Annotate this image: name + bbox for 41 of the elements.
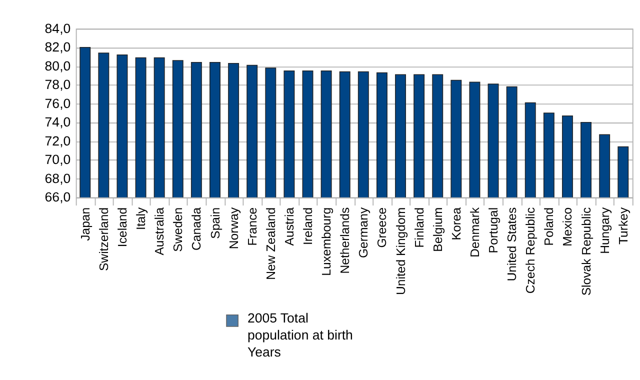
legend-label: 2005 Total population at birth Years xyxy=(247,310,353,360)
x-tick-label: New Zealand xyxy=(264,207,278,280)
x-tick-label: Finland xyxy=(412,207,426,248)
x-tick-label: Belgium xyxy=(430,207,445,252)
y-tick-label: 78,0 xyxy=(44,77,71,92)
y-tick-label: 76,0 xyxy=(44,96,71,111)
y-tick-label: 84,0 xyxy=(44,20,71,36)
y-tick-label: 74,0 xyxy=(44,114,71,130)
x-tick-label: Germany xyxy=(356,206,371,258)
x-tick-label: Switzerland xyxy=(96,207,111,272)
x-tick-label: Portugal xyxy=(486,207,501,254)
x-tick-label: United States xyxy=(505,207,520,282)
x-tick-label: Sweden xyxy=(171,207,186,252)
x-tick-label: Spain xyxy=(208,207,222,239)
x-tick-label: Netherlands xyxy=(338,207,352,274)
x-tick-label: Slovak Republic xyxy=(579,207,594,296)
x-tick-label: Norway xyxy=(226,206,241,250)
x-tick-label: Czech Republic xyxy=(524,207,538,294)
x-tick-label: Japan xyxy=(78,207,92,241)
x-tick-label: Iceland xyxy=(116,207,130,248)
y-tick-label: 82,0 xyxy=(44,40,71,55)
x-tick-label: Canada xyxy=(190,207,204,251)
x-tick-label: Luxembourg xyxy=(320,207,334,276)
y-tick-label: 68,0 xyxy=(44,170,71,186)
x-tick-label: Italy xyxy=(134,206,148,230)
x-tick-label: Hungary xyxy=(598,206,612,254)
y-tick-label: 80,0 xyxy=(44,58,71,74)
x-tick-label: Australia xyxy=(152,207,167,256)
x-tick-label: Denmark xyxy=(468,206,482,258)
x-tick-label: Turkey xyxy=(616,206,630,245)
y-tick-label: 70,0 xyxy=(44,152,71,168)
x-tick-label: Korea xyxy=(449,207,464,240)
y-tick-label: 72,0 xyxy=(44,133,71,148)
x-tick-label: Austria xyxy=(282,207,296,246)
x-tick-label: Greece xyxy=(375,207,390,248)
x-tick-label: Ireland xyxy=(301,207,316,246)
x-tick-label: Poland xyxy=(542,207,556,246)
x-tick-label: United Kingdom xyxy=(394,207,408,295)
x-tick-label: Mexico xyxy=(560,207,575,246)
y-tick-label: 66,0 xyxy=(44,190,71,205)
x-tick-label: France xyxy=(245,207,260,246)
